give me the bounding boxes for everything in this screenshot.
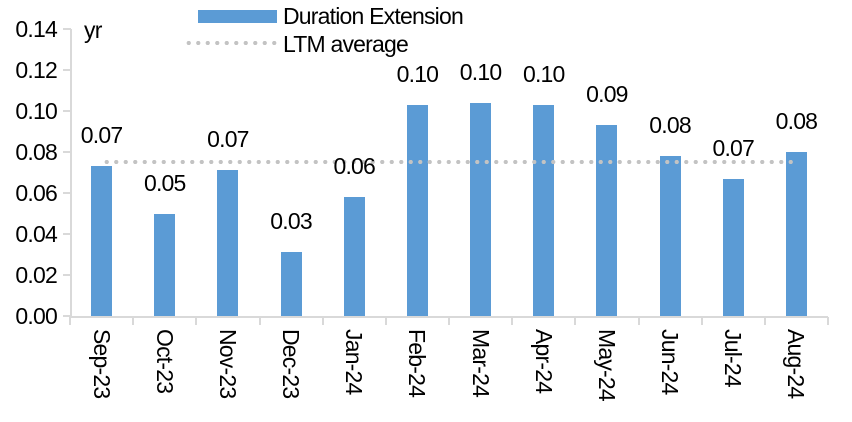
y-axis-tick-label: 0.06 — [15, 180, 57, 206]
legend-bar-swatch — [198, 10, 277, 23]
bar-Nov-23 — [217, 170, 239, 316]
bar-Jul-24 — [722, 178, 744, 316]
bar-May-24 — [596, 125, 618, 316]
y-axis-tick-label: 0.04 — [15, 221, 57, 247]
x-axis-tick-label: Apr-24 — [530, 329, 557, 394]
ltm-average-line — [101, 159, 797, 166]
bar-value-label: 0.07 — [207, 126, 249, 153]
bar-Mar-24 — [470, 102, 492, 316]
bar-value-label: 0.10 — [396, 60, 439, 87]
bar-value-label: 0.08 — [775, 108, 818, 134]
x-axis-tick-label: May-24 — [593, 329, 620, 401]
y-axis-line — [70, 29, 72, 317]
bar-Jun-24 — [659, 156, 681, 316]
y-axis-tick — [63, 110, 71, 112]
y-axis-tick — [63, 192, 71, 194]
x-axis-tick — [384, 317, 387, 325]
x-axis-tick-label: Aug-24 — [783, 329, 810, 399]
x-axis-tick-label: Jan-24 — [341, 329, 368, 395]
bar-Dec-23 — [280, 252, 302, 316]
x-axis-tick — [258, 317, 261, 325]
bar-value-label: 0.10 — [459, 58, 502, 85]
y-axis-tick-label: 0.08 — [15, 139, 57, 165]
y-axis-tick-label: 0.14 — [15, 16, 57, 42]
y-axis-tick-label: 0.10 — [15, 98, 57, 124]
x-axis-tick — [763, 317, 766, 325]
legend-bar-series-label: Duration Extension — [283, 3, 464, 29]
bar-Apr-24 — [533, 104, 555, 316]
x-axis-tick — [700, 317, 703, 325]
x-axis-tick — [69, 317, 71, 325]
bar-value-label: 0.08 — [649, 112, 691, 139]
y-axis-tick — [63, 315, 71, 317]
x-axis-tick — [132, 317, 135, 325]
x-axis-tick-label: Jun-24 — [657, 329, 684, 395]
y-axis-tick — [63, 274, 71, 276]
x-axis-tick — [321, 317, 324, 325]
x-axis-tick-label: Sep-23 — [88, 329, 115, 399]
legend-ltm-average-label: LTM average — [283, 31, 409, 57]
bar-Feb-24 — [406, 104, 428, 316]
bar-value-label: 0.06 — [333, 153, 376, 180]
x-axis-tick-label: Jul-24 — [720, 329, 747, 387]
x-axis-tick-label: Feb-24 — [404, 329, 431, 398]
x-axis-tick — [827, 317, 829, 325]
x-axis-tick — [511, 317, 514, 325]
x-axis-tick-label: Nov-23 — [214, 329, 241, 399]
bar-value-label: 0.03 — [270, 208, 312, 235]
x-axis-tick-label: Dec-23 — [278, 329, 305, 399]
bar-value-label: 0.09 — [586, 81, 628, 108]
x-axis-tick — [574, 317, 577, 325]
x-axis-tick — [195, 317, 198, 325]
bar-value-label: 0.07 — [712, 134, 755, 161]
y-axis-tick-label: 0.12 — [15, 57, 57, 83]
legend-dotted-line-swatch — [184, 40, 277, 46]
y-axis-tick — [63, 151, 71, 153]
y-axis-tick — [63, 233, 71, 235]
y-axis-unit-label: yr — [84, 17, 102, 43]
x-axis-tick-label: Mar-24 — [467, 329, 494, 398]
x-axis-tick — [448, 317, 450, 325]
bar-Sep-23 — [91, 166, 113, 316]
bar-Aug-24 — [785, 152, 807, 316]
bar-value-label: 0.10 — [522, 60, 565, 87]
bar-Oct-23 — [154, 213, 176, 316]
y-axis-tick-label: 0.00 — [15, 303, 57, 329]
y-axis-tick-label: 0.02 — [15, 262, 57, 288]
bar-value-label: 0.05 — [143, 169, 186, 196]
bar-Jan-24 — [343, 197, 365, 316]
y-axis-tick — [63, 28, 71, 30]
bar-value-label: 0.07 — [80, 122, 123, 149]
x-axis-tick-label: Oct-23 — [151, 329, 178, 394]
x-axis-tick — [637, 317, 640, 325]
y-axis-tick — [63, 69, 71, 71]
